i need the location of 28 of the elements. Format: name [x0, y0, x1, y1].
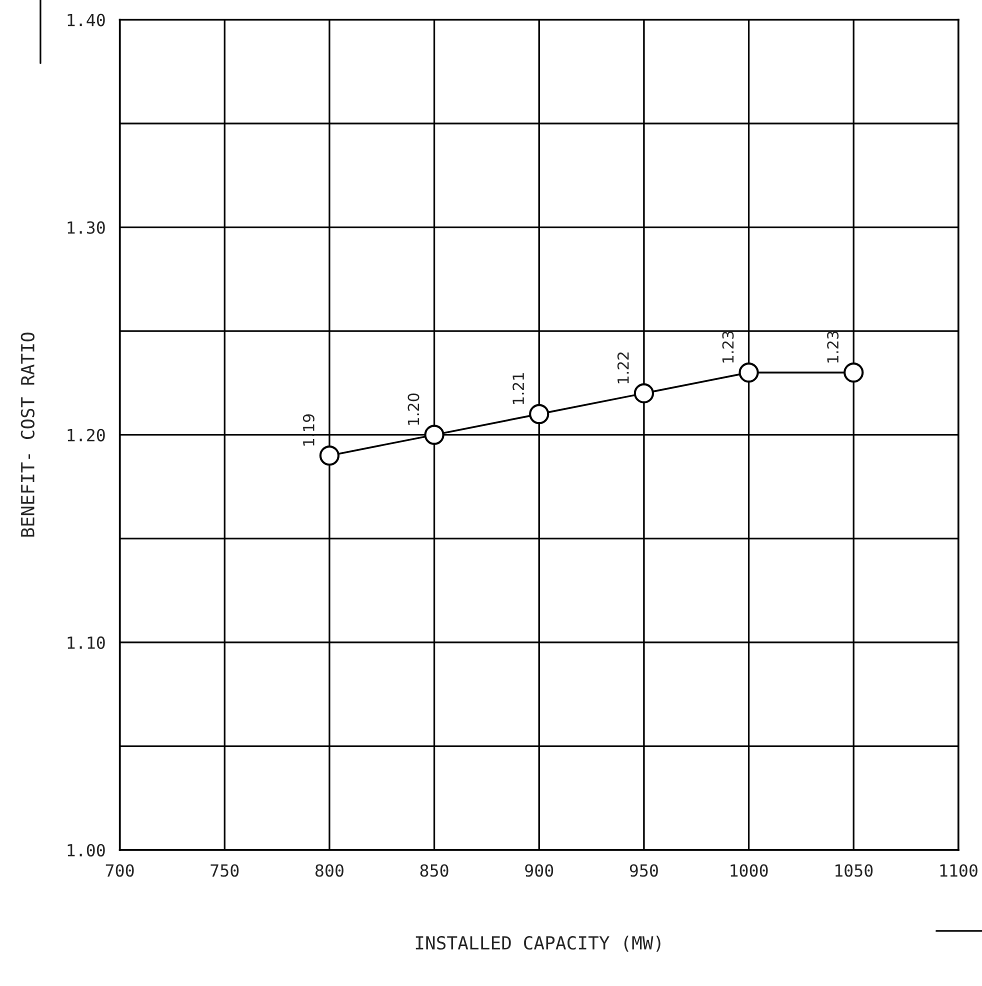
data-label: 1.23 [722, 331, 734, 363]
y-tick-label: 1.40 [68, 14, 105, 26]
point [319, 446, 340, 466]
data-label: 1.22 [617, 352, 629, 384]
y-tick-label: 1.10 [68, 636, 105, 649]
point [738, 362, 759, 383]
y-axis-title: BENEFIT- COST RATIO [20, 332, 35, 537]
point [844, 362, 864, 383]
y-tick-label: 1.30 [68, 221, 105, 234]
x-tick-label: 700 [106, 864, 134, 877]
x-axis-title: INSTALLED CAPACITY (MW) [416, 936, 660, 952]
x-tick-label: 1050 [836, 864, 873, 877]
x-tick-label: 900 [525, 864, 554, 877]
data-label: 1.19 [302, 414, 314, 446]
x-tick-label: 800 [315, 864, 344, 877]
point [634, 383, 654, 404]
y-tick-label: 1.00 [68, 844, 105, 857]
y-tick-label: 1.20 [68, 428, 105, 442]
point [424, 424, 444, 445]
x-tick-label: 1100 [940, 864, 978, 877]
x-tick-label: 750 [210, 864, 239, 877]
data-label: 1.23 [827, 331, 839, 363]
data-label: 1.21 [512, 373, 524, 404]
point [529, 404, 550, 424]
data-label: 1.20 [408, 393, 420, 425]
x-tick-label: 850 [420, 864, 448, 877]
x-tick-label: 950 [630, 864, 658, 877]
x-tick-label: 1000 [730, 864, 768, 877]
